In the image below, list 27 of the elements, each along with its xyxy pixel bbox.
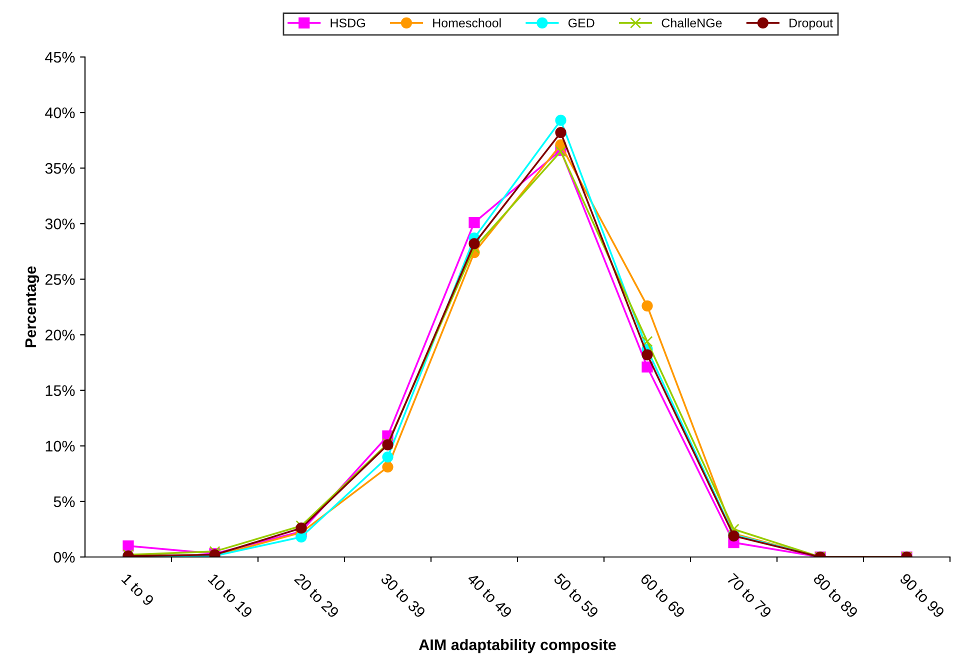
x-tick-label: 30 to 39 xyxy=(380,572,426,618)
y-tick-label: 15% xyxy=(46,385,75,396)
x-tick-label: 70 to 79 xyxy=(726,572,772,618)
x-axis-title: AIM adaptability composite xyxy=(418,638,616,654)
y-tick-label: 10% xyxy=(46,440,75,452)
legend-label: Homeschool xyxy=(433,18,501,28)
x-tick-label: 50 to 59 xyxy=(553,572,599,618)
x-tick-label: 10 to 19 xyxy=(208,573,253,618)
y-tick-label: 25% xyxy=(45,274,75,285)
x-tick-label: 80 to 89 xyxy=(812,572,858,618)
y-tick-label: 45% xyxy=(45,52,75,63)
x-tick-label: 20 to 29 xyxy=(294,572,340,618)
y-tick-label: 30% xyxy=(45,218,75,230)
x-tick-label: 40 to 49 xyxy=(466,572,512,618)
x-tick-label: 1 to 9 xyxy=(121,573,154,606)
legend-label: HSDG xyxy=(330,18,365,28)
legend-label: Dropout xyxy=(790,18,833,30)
x-tick-label: 60 to 69 xyxy=(640,572,686,618)
y-tick-label: 20% xyxy=(45,330,75,340)
y-tick-label: 35% xyxy=(45,162,75,174)
y-tick-label: 5% xyxy=(54,496,75,508)
y-axis-title: Percentage xyxy=(25,266,40,348)
legend-label: ChalleNGe xyxy=(662,18,722,28)
legend-label: GED xyxy=(568,18,594,28)
y-tick-label: 0% xyxy=(54,552,75,563)
x-tick-label: 90 to 99 xyxy=(899,572,945,618)
y-tick-label: 40% xyxy=(45,107,75,118)
